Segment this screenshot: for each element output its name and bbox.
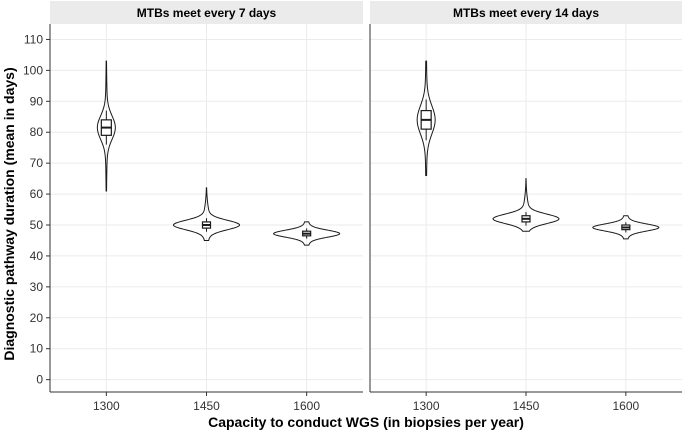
panel-strip <box>50 1 363 24</box>
y-axis-label: Diagnostic pathway duration (mean in day… <box>1 67 17 360</box>
y-tick-label: 50 <box>30 218 44 232</box>
x-tick-label: 1300 <box>93 399 120 413</box>
x-axis-label: Capacity to conduct WGS (in biopsies per… <box>208 414 524 430</box>
y-tick-label: 30 <box>30 280 44 294</box>
violin-1600 <box>273 221 341 246</box>
panel-2: MTBs meet every 14 days 1300 1450 1600 <box>369 1 682 413</box>
violin-1300 <box>416 60 436 177</box>
x-tick-label: 1600 <box>293 399 320 413</box>
violin-1450 <box>492 178 560 232</box>
y-tick-label: 40 <box>30 249 44 263</box>
violin-1300 <box>96 60 116 192</box>
y-tick-label: 60 <box>30 187 44 201</box>
y-tick-label: 70 <box>30 156 44 170</box>
violin-1600 <box>592 215 660 240</box>
panel-1: MTBs meet every 7 days 0 10 20 30 40 50 60 70 80 9… <box>23 1 363 413</box>
x-tick-label: 1450 <box>193 399 220 413</box>
x-tick-label: 1600 <box>612 399 639 413</box>
chart-panels: MTBs meet every 7 days 0 10 20 30 40 50 60 70 80 9… <box>23 1 682 413</box>
x-tick-label: 1450 <box>513 399 540 413</box>
y-tick-label: 0 <box>36 373 43 387</box>
panel-title: MTBs meet every 14 days <box>453 6 599 20</box>
y-tick-label: 20 <box>30 311 44 325</box>
y-tick-label: 110 <box>24 32 43 46</box>
y-tick-label: 100 <box>23 63 43 77</box>
x-tick-label: 1300 <box>413 399 440 413</box>
y-tick-label: 80 <box>30 125 44 139</box>
violin-1450 <box>172 187 241 241</box>
y-tick-label: 10 <box>30 342 44 356</box>
y-tick-label: 90 <box>30 94 44 108</box>
panel-strip <box>370 1 682 24</box>
panel-title: MTBs meet every 7 days <box>137 6 277 20</box>
